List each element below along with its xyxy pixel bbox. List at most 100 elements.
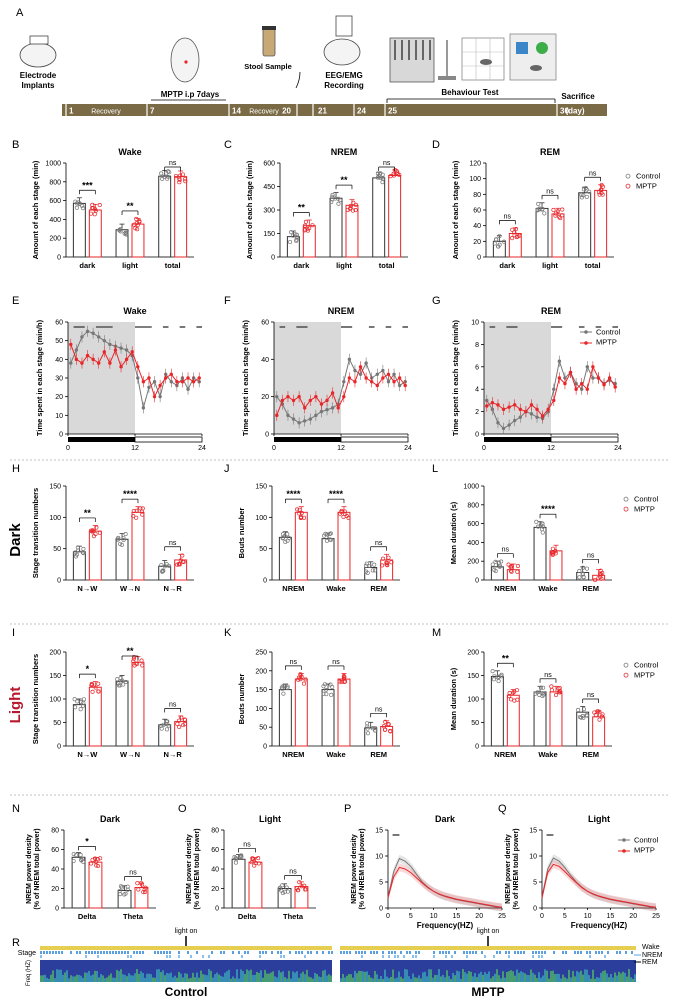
- data-point: [75, 699, 80, 704]
- y-tick-label: 10: [529, 854, 537, 861]
- data-point: [80, 335, 84, 339]
- data-point: [166, 169, 171, 174]
- spectrogram-band: [350, 974, 352, 982]
- data-point: [182, 177, 188, 182]
- spectrogram-band: [586, 969, 588, 982]
- legend-wake: Wake: [642, 944, 660, 951]
- rem-mark: [541, 955, 543, 958]
- nrem-mark: [211, 951, 213, 954]
- x-tick-label: W→N: [120, 750, 140, 759]
- legend-control: Control: [634, 836, 659, 845]
- data-point: [160, 176, 165, 181]
- data-point: [353, 208, 358, 213]
- data-point: [581, 707, 587, 712]
- phase-recovery: Recovery: [249, 109, 279, 116]
- data-point: [372, 562, 377, 567]
- nrem-mark: [619, 951, 621, 954]
- data-point: [557, 214, 562, 220]
- object-circle-icon: [536, 42, 548, 54]
- y-tick-label: 0: [57, 744, 61, 751]
- spectrogram-band: [404, 969, 406, 982]
- sem-band-mptp: [542, 860, 656, 912]
- x-tick-label: dark: [79, 261, 96, 270]
- data-point: [364, 361, 368, 365]
- y-axis-label: Mean duration (s): [449, 667, 458, 730]
- spectrogram-band: [412, 973, 414, 982]
- y-tick-label: 0: [475, 744, 479, 751]
- spectrogram-band: [154, 977, 156, 982]
- data-point: [373, 728, 378, 733]
- data-point: [577, 575, 582, 580]
- rem-mark: [208, 955, 210, 958]
- spectrogram-band: [394, 978, 396, 982]
- mouse-body-icon: [170, 37, 200, 83]
- data-point: [506, 562, 511, 567]
- spectrogram-band: [444, 977, 446, 982]
- nrem-mark: [76, 951, 78, 954]
- spectrogram-band: [356, 973, 358, 982]
- data-point: [341, 514, 346, 519]
- y-tick-label: 100: [49, 697, 61, 704]
- spectrogram-band: [472, 976, 474, 982]
- nrem-mark: [607, 951, 609, 954]
- legend-marker: [623, 672, 629, 678]
- spectrogram-band: [530, 969, 532, 982]
- spectrogram-band: [398, 971, 400, 982]
- data-point: [554, 692, 559, 698]
- bar-control: [115, 538, 129, 581]
- panel-label-H: H: [12, 463, 20, 475]
- data-point: [88, 528, 94, 533]
- spectrogram-band: [490, 978, 492, 982]
- nrem-mark: [523, 951, 525, 954]
- data-point: [124, 357, 129, 362]
- data-point: [97, 202, 102, 208]
- nrem-mark: [166, 951, 168, 954]
- spectrogram-band: [598, 977, 600, 982]
- x-tick-label: 0: [66, 445, 70, 452]
- rem-mark: [388, 955, 390, 958]
- timeline-unit: (day): [565, 107, 584, 116]
- spectrogram-band: [228, 969, 230, 982]
- data-point: [485, 404, 489, 408]
- spectrogram-band: [390, 976, 392, 982]
- spectrogram-band: [384, 969, 386, 982]
- x-tick-label: 0: [540, 913, 544, 920]
- nrem-mark: [88, 951, 90, 954]
- data-point: [125, 887, 130, 892]
- spectrogram-band: [348, 974, 350, 982]
- data-point: [496, 674, 501, 679]
- x-tick-label: NREM: [494, 584, 516, 593]
- spectrogram-band: [386, 976, 388, 982]
- spectrogram-band: [168, 973, 170, 982]
- nrem-mark: [388, 951, 390, 954]
- data-point: [80, 206, 86, 211]
- event-sacrifice: Sacrifice: [561, 92, 595, 101]
- x-tick-label: 25: [652, 913, 660, 920]
- data-point: [596, 376, 601, 380]
- spectrogram-band: [546, 970, 548, 982]
- x-tick-label: REM: [582, 750, 599, 759]
- data-point: [305, 226, 310, 231]
- spectrogram-band: [294, 972, 296, 982]
- data-point: [299, 515, 304, 520]
- data-point: [308, 417, 312, 421]
- object-test-icon: [509, 33, 557, 81]
- y-tick-label: 40: [211, 867, 219, 874]
- spectrogram-band: [396, 977, 398, 982]
- y-tick-label: 150: [255, 687, 267, 694]
- legend-mptp: MPTP: [634, 846, 655, 855]
- data-point: [584, 566, 590, 571]
- spectrogram-band: [270, 972, 272, 982]
- data-point: [508, 697, 514, 702]
- spectrogram-band: [316, 974, 318, 982]
- nrem-mark: [331, 951, 333, 954]
- rem-mark: [466, 955, 468, 958]
- data-point: [336, 201, 341, 206]
- light-on-label: light on: [175, 928, 198, 935]
- data-point: [338, 198, 343, 203]
- legend-marker: [623, 496, 629, 502]
- rem-mark: [85, 955, 87, 958]
- data-point: [280, 536, 285, 541]
- data-point: [123, 891, 128, 896]
- y-tick-label: 15: [529, 828, 537, 835]
